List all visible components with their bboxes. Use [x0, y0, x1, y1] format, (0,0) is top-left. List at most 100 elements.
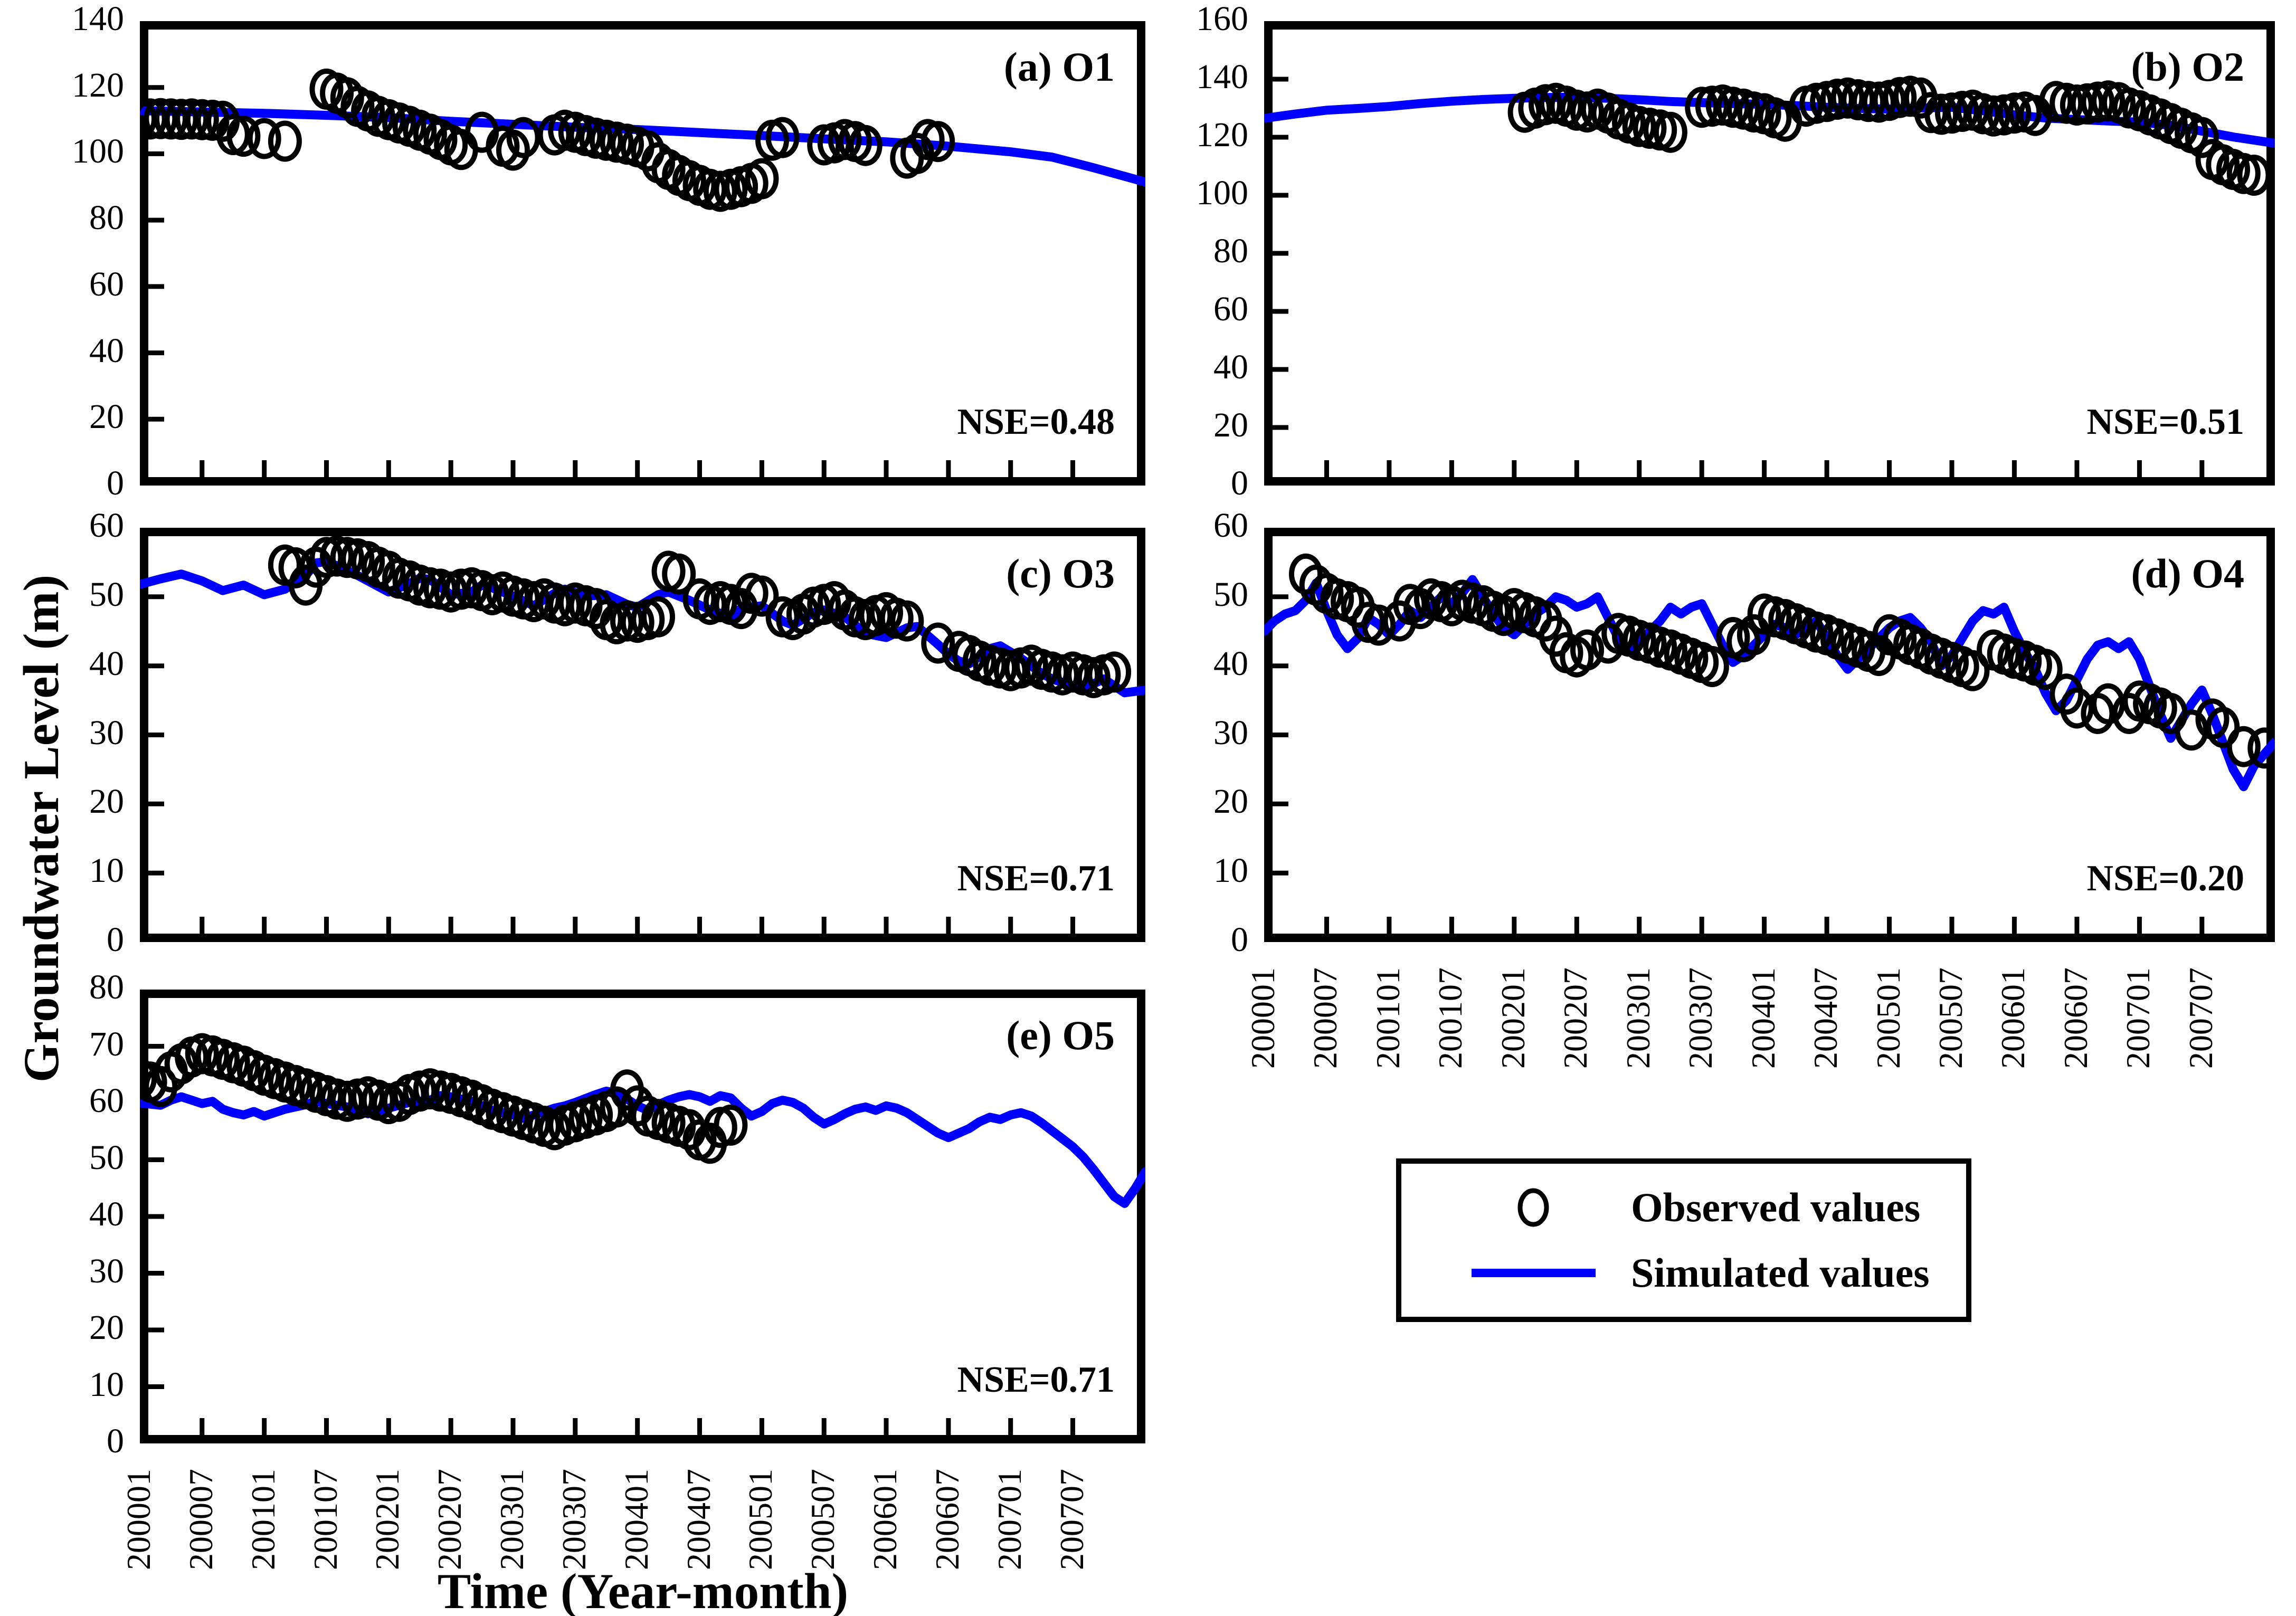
legend-simulated-label: Simulated values	[1631, 1250, 1930, 1296]
x-tick-label: 200507	[1931, 967, 1969, 1069]
y-tick-label: 30	[89, 1251, 124, 1290]
x-tick-label: 200307	[1682, 967, 1720, 1069]
y-tick-label: 140	[1196, 58, 1248, 96]
y-tick-label: 80	[1213, 232, 1248, 270]
y-tick-label: 60	[89, 1081, 124, 1120]
y-tick-label: 20	[89, 1308, 124, 1347]
y-tick-label: 10	[89, 1365, 124, 1404]
x-tick-label: 200101	[244, 1469, 282, 1570]
panel-e-plot	[140, 990, 1145, 1443]
x-tick-label: 200201	[1494, 967, 1532, 1069]
simulated-marker-slot	[1465, 1269, 1602, 1277]
x-tick-label: 200701	[2119, 967, 2157, 1069]
panel-b-nse-value: NSE=0.51	[2086, 402, 2244, 442]
x-tick-label: 200007	[182, 1469, 220, 1570]
panel-d-nse-value: NSE=0.20	[2086, 858, 2244, 899]
x-tick-label: 200007	[1306, 967, 1344, 1069]
y-tick-label: 60	[89, 506, 124, 545]
x-tick-label: 200401	[617, 1469, 655, 1570]
y-tick-label: 140	[72, 0, 124, 38]
y-tick-label: 120	[72, 65, 124, 104]
y-tick-label: 70	[89, 1024, 124, 1063]
y-tick-label: 0	[1231, 920, 1248, 959]
observed-circle-icon	[1517, 1188, 1549, 1227]
panel-a-plot	[140, 21, 1145, 486]
y-tick-label: 60	[1213, 290, 1248, 328]
x-tick-label: 200301	[493, 1469, 530, 1570]
panel-a-title: (a) O1	[1003, 44, 1115, 90]
x-tick-label: 200107	[306, 1469, 344, 1570]
x-tick-label: 200107	[1431, 967, 1469, 1069]
legend: Observed values Simulated values	[1396, 1158, 1971, 1322]
x-tick-label: 200701	[990, 1469, 1028, 1570]
x-axis-title: Time (Year-month)	[437, 1563, 849, 1616]
y-tick-label: 40	[89, 1195, 124, 1233]
x-tick-label: 200207	[431, 1469, 469, 1570]
y-tick-label: 0	[107, 920, 124, 959]
y-tick-label: 50	[89, 1138, 124, 1177]
y-tick-label: 20	[1213, 782, 1248, 821]
panel-a-nse-value: NSE=0.48	[957, 402, 1115, 442]
y-tick-label: 0	[107, 464, 124, 502]
y-tick-label: 80	[89, 968, 124, 1006]
y-tick-label: 100	[1196, 174, 1248, 212]
y-tick-label: 20	[89, 397, 124, 436]
panel-b-title: (b) O2	[2131, 44, 2245, 90]
panel-d-o4: (d) O4 NSE=0.20	[1264, 528, 2275, 942]
y-tick-label: 40	[89, 644, 124, 683]
x-tick-label: 200607	[2056, 967, 2094, 1069]
x-tick-label: 200201	[368, 1469, 406, 1570]
y-tick-label: 10	[1213, 851, 1248, 890]
panel-c-nse-value: NSE=0.71	[957, 858, 1115, 899]
panel-c-o3: (c) O3 NSE=0.71	[140, 528, 1145, 942]
panel-e-title: (e) O5	[1006, 1012, 1115, 1058]
y-tick-label: 80	[89, 198, 124, 237]
y-tick-label: 40	[1213, 348, 1248, 386]
panel-d-title: (d) O4	[2131, 550, 2245, 596]
y-tick-label: 20	[89, 782, 124, 821]
x-tick-label: 200601	[866, 1469, 904, 1570]
legend-row-simulated: Simulated values	[1465, 1249, 1966, 1297]
x-tick-label: 200307	[555, 1469, 593, 1570]
legend-observed-label: Observed values	[1631, 1184, 1921, 1230]
y-tick-label: 40	[89, 331, 124, 370]
x-tick-label: 200101	[1369, 967, 1407, 1069]
x-tick-label: 200001	[1244, 967, 1282, 1069]
x-tick-label: 200407	[1807, 967, 1845, 1069]
x-tick-label: 200707	[1052, 1469, 1090, 1570]
x-tick-label: 200207	[1557, 967, 1595, 1069]
observed-marker-slot	[1465, 1185, 1602, 1230]
panel-b-plot	[1264, 21, 2275, 486]
y-tick-label: 60	[1213, 506, 1248, 545]
y-tick-label: 50	[89, 575, 124, 614]
y-tick-label: 100	[72, 132, 124, 171]
panel-c-title: (c) O3	[1006, 550, 1115, 596]
panel-e-o5: (e) O5 NSE=0.71	[140, 990, 1145, 1443]
y-tick-label: 0	[107, 1422, 124, 1460]
x-tick-label: 200607	[928, 1469, 966, 1570]
simulated-line-icon	[1471, 1269, 1596, 1277]
y-tick-label: 50	[1213, 575, 1248, 614]
x-tick-label: 200707	[2181, 967, 2219, 1069]
panel-c-plot	[140, 528, 1145, 942]
y-tick-label: 160	[1196, 0, 1248, 38]
panel-e-nse-value: NSE=0.71	[957, 1360, 1115, 1400]
x-tick-label: 200401	[1744, 967, 1782, 1069]
legend-row-observed: Observed values	[1465, 1184, 1966, 1231]
y-tick-label: 20	[1213, 406, 1248, 444]
y-tick-label: 30	[1213, 713, 1248, 752]
y-tick-label: 120	[1196, 116, 1248, 154]
panel-d-plot	[1264, 528, 2275, 942]
y-tick-label: 60	[89, 264, 124, 303]
x-tick-label: 200407	[679, 1469, 717, 1570]
x-tick-label: 200501	[742, 1469, 780, 1570]
y-tick-label: 40	[1213, 644, 1248, 683]
y-tick-label: 0	[1231, 464, 1248, 502]
x-tick-label: 200001	[120, 1469, 157, 1570]
panel-b-o2: (b) O2 NSE=0.51	[1264, 21, 2275, 486]
x-tick-label: 200507	[804, 1469, 842, 1570]
y-tick-label: 30	[89, 713, 124, 752]
x-tick-label: 200501	[1869, 967, 1907, 1069]
x-tick-label: 200301	[1619, 967, 1657, 1069]
